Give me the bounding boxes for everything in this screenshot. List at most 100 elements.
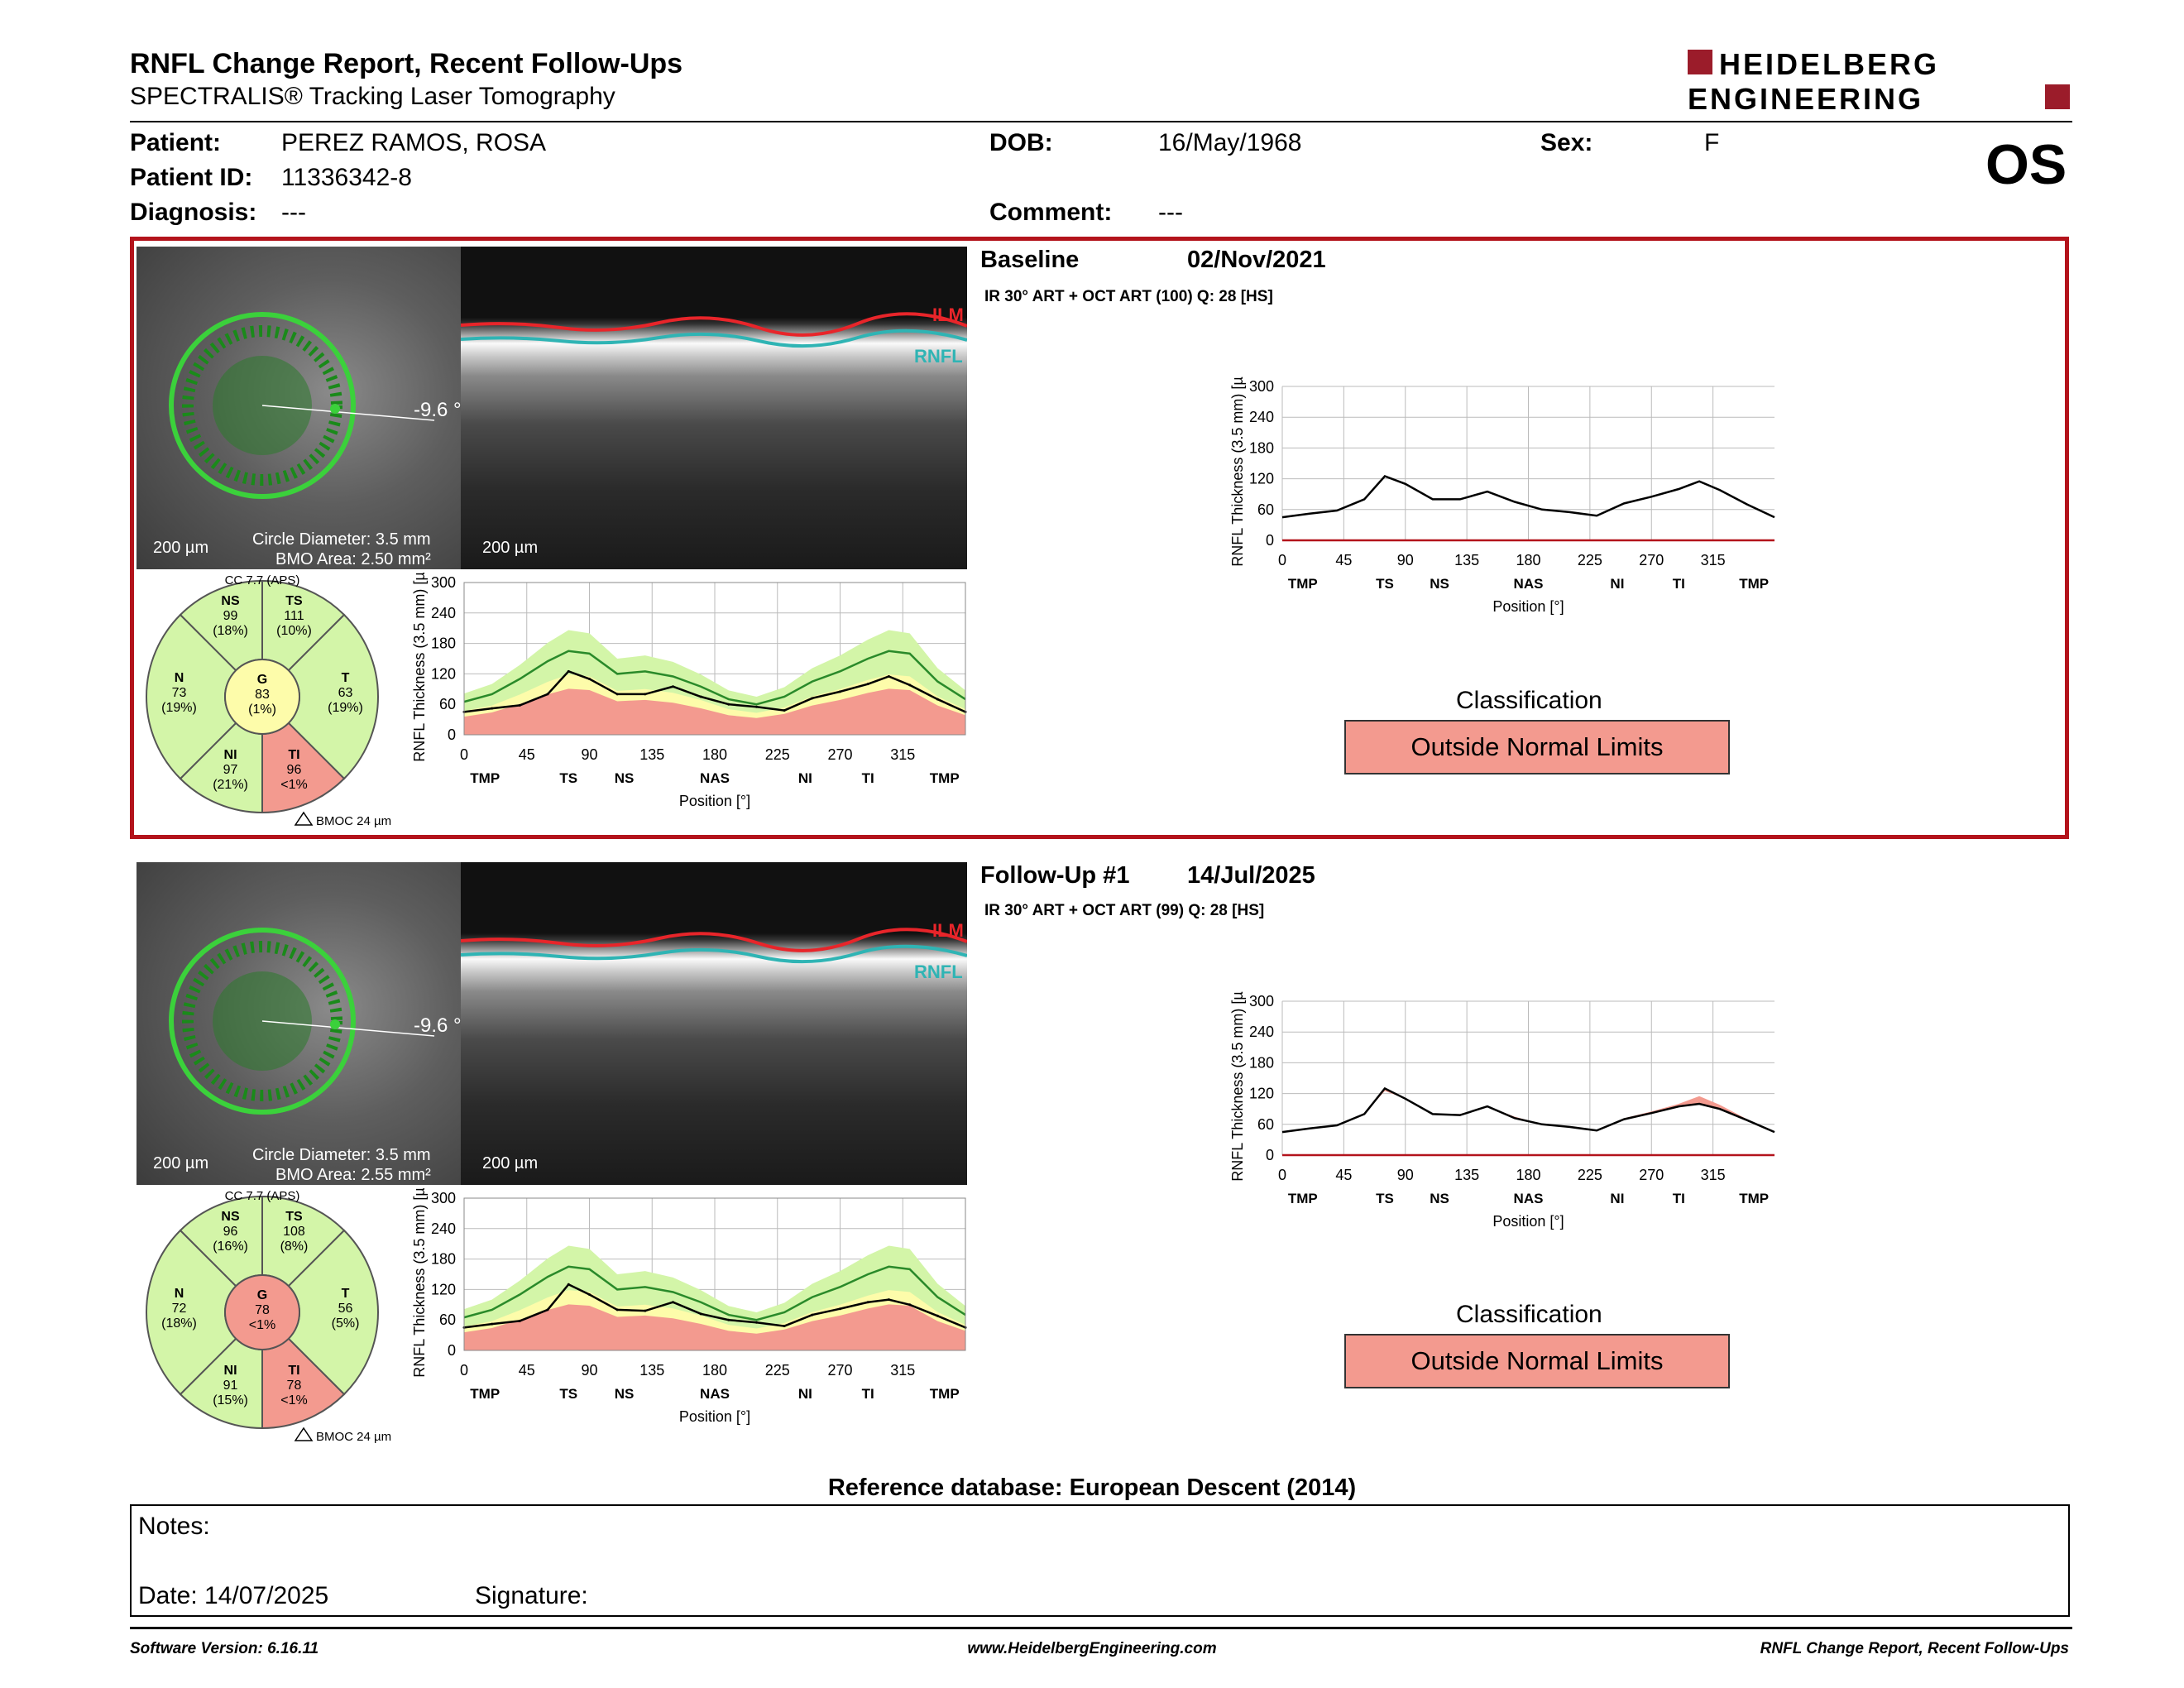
measured-point: [672, 1301, 674, 1304]
fundus-scale-label: 200 µm: [153, 1154, 208, 1172]
x-tick-label: 270: [827, 1362, 852, 1379]
followup-bscan-overlay: ILM RNFL 200 µm: [461, 920, 967, 1172]
sector-ts-pct: (8%): [280, 1240, 309, 1254]
notes-date: Date: 14/07/2025: [138, 1582, 329, 1609]
sector-n-pct: (19%): [161, 701, 197, 715]
sector-ni-value: 97: [223, 763, 238, 777]
comment-label: Comment:: [989, 199, 1113, 226]
diagnosis-label: Diagnosis:: [130, 199, 257, 226]
ilm-label: ILM: [932, 920, 964, 941]
x-axis-label: Position [°]: [679, 793, 750, 809]
x-tick-label: 90: [1397, 1167, 1414, 1183]
header-rule: [130, 121, 2072, 122]
baseline-frame: [130, 237, 2069, 839]
sector-t-name: T: [342, 1287, 350, 1301]
x-axis-label: Position [°]: [1492, 1213, 1564, 1230]
y-tick-label: 180: [1249, 1054, 1274, 1071]
outside-band: [464, 1304, 965, 1350]
measured-point: [491, 707, 494, 710]
region-label: NI: [798, 770, 812, 786]
measured-point: [908, 683, 912, 687]
region-label: TI: [862, 1386, 874, 1402]
x-tick-label: 0: [460, 1362, 468, 1379]
y-tick-label: 0: [448, 727, 456, 743]
y-tick-label: 120: [431, 665, 456, 682]
baseline-scan-info: IR 30° ART + OCT ART (100) Q: 28 [HS]: [984, 288, 1273, 305]
measured-point: [839, 1307, 841, 1311]
sex-value: F: [1704, 129, 1720, 156]
y-tick-label: 240: [431, 1220, 456, 1237]
region-label: TMP: [930, 1386, 960, 1402]
x-tick-label: 45: [519, 1362, 535, 1379]
region-label: TMP: [1739, 1191, 1769, 1206]
followup-label: Follow-Up #1: [980, 862, 1130, 889]
delta-icon: [294, 1427, 314, 1441]
measured-point: [936, 698, 939, 701]
eye-indicator: OS: [1985, 133, 2067, 196]
x-tick-label: 90: [581, 746, 597, 763]
y-tick-label: 60: [1257, 501, 1274, 518]
report-subtitle: SPECTRALIS® Tracking Laser Tomography: [130, 83, 615, 110]
x-tick-label: 90: [1397, 552, 1414, 568]
measured-point: [546, 1308, 549, 1312]
measured-point: [588, 678, 591, 681]
x-tick-label: 225: [1578, 552, 1602, 568]
region-label: TI: [1673, 1191, 1685, 1206]
region-label: NAS: [1514, 576, 1544, 592]
sector-n-value: 72: [172, 1302, 187, 1316]
x-tick-label: 45: [519, 746, 535, 763]
followup-change-chart: 0 60 120 180 240 300 0 45 90 135 180 225 270 315 TMP TS…: [1229, 991, 1775, 1230]
x-tick-label: 180: [702, 1362, 727, 1379]
y-tick-label: 60: [439, 696, 456, 712]
sector-n-name: N: [175, 1287, 184, 1301]
sector-ns-name: NS: [221, 1210, 240, 1224]
comment-value: ---: [1158, 199, 1183, 226]
sector-g-value: 78: [255, 1303, 270, 1317]
x-tick-label: 180: [1516, 552, 1540, 568]
cc-label: CC 7.7 (APS): [225, 573, 300, 587]
delta-icon: [294, 811, 314, 826]
sector-ns-value: 99: [223, 609, 238, 623]
measured-point: [783, 1325, 786, 1328]
bmoc-label: BMOC 24 µm: [316, 1430, 391, 1444]
measured-point: [887, 1298, 890, 1302]
sector-ns-value: 96: [223, 1225, 238, 1239]
sector-n-name: N: [175, 671, 184, 685]
y-tick-label: 240: [1249, 409, 1274, 425]
region-label: TI: [1673, 576, 1685, 592]
footer-url[interactable]: www.HeidelbergEngineering.com: [967, 1640, 1217, 1657]
followup-sector-chart: TS108(8%)T56(5%)TI78<1%NI91(15%)N72(18%)…: [146, 1189, 391, 1444]
measured-point: [588, 1293, 591, 1297]
region-label: TMP: [1288, 576, 1318, 592]
region-label: NAS: [700, 770, 730, 786]
sector-ns-pct: (16%): [213, 1240, 248, 1254]
sector-ni-pct: (21%): [213, 778, 248, 792]
dob-value: 16/May/1968: [1158, 129, 1302, 156]
angle-line: [261, 1020, 435, 1037]
followup-fundus-image: -9.6 ° 200 µm Circle Diameter: 3.5 mm BM…: [136, 862, 462, 1185]
followup-normative-chart: 0 60 120 180 240 300 0 45 90 135 180 225 270 315 TMP TS…: [411, 1188, 967, 1425]
followup-classification-label: Classification: [1456, 1301, 1602, 1328]
measured-point: [811, 697, 814, 700]
sector-t-name: T: [342, 671, 350, 685]
measured-point: [908, 1303, 912, 1307]
sector-ns-pct: (18%): [213, 624, 248, 638]
notes-box[interactable]: Notes: Date: 14/07/2025 Signature:: [130, 1504, 2070, 1617]
rnfl-label: RNFL: [914, 346, 963, 367]
measured-point: [491, 1322, 494, 1326]
rnfl-line: [461, 328, 967, 348]
circle-diameter-label: Circle Diameter: 3.5 mm: [252, 1146, 431, 1164]
y-tick-label: 300: [1249, 993, 1274, 1009]
circle-diameter-label: Circle Diameter: 3.5 mm: [252, 530, 431, 549]
measured-point: [887, 674, 890, 678]
region-label: TMP: [470, 770, 500, 786]
region-label: NAS: [1514, 1191, 1544, 1206]
region-label: TMP: [1739, 576, 1769, 592]
measured-point: [546, 693, 549, 696]
x-tick-label: 225: [1578, 1167, 1602, 1183]
logo-line-1: HEIDELBERG: [1719, 48, 1939, 81]
measured-point: [866, 1301, 869, 1304]
measured-point: [615, 693, 619, 696]
region-label: TS: [559, 770, 577, 786]
measured-point: [699, 695, 702, 698]
